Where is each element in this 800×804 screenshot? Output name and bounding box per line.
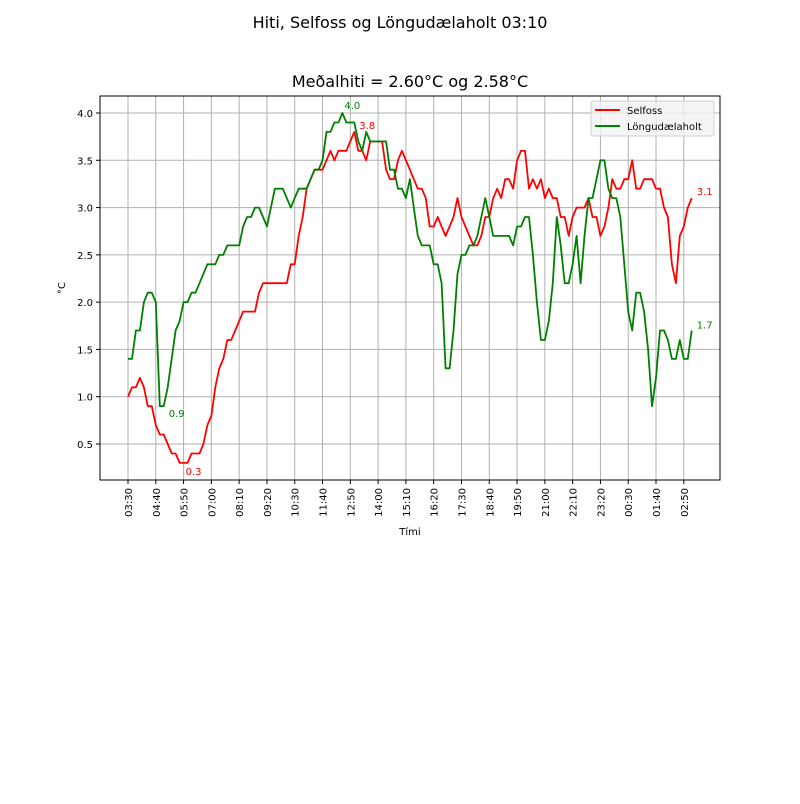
x-tick-label: 11:40 [319, 488, 330, 517]
legend: Selfoss Löngudælaholt [590, 100, 715, 137]
x-tick-label: 22:10 [569, 488, 580, 517]
series-line-löngudælaholt [128, 112, 693, 408]
y-axis-label: °C [57, 282, 68, 294]
x-tick-label: 05:50 [180, 488, 191, 517]
y-tick-label: 3.5 [77, 156, 93, 167]
data-annotations: 0.3 3.8 3.1 0.9 4.0 1.7 [169, 101, 713, 478]
x-tick-label: 10:30 [291, 488, 302, 517]
x-axis: 03:30 04:40 05:50 07:00 08:10 09:20 10:30 11:40… [124, 480, 691, 538]
legend-box [590, 100, 715, 137]
x-tick-label: 02:50 [680, 488, 691, 517]
legend-label: Löngudælaholt [627, 122, 702, 133]
figure-suptitle: Hiti, Selfoss og Löngudælaholt 03:10 [252, 13, 548, 32]
x-tick-label: 18:40 [485, 488, 496, 517]
x-tick-label: 21:00 [541, 488, 552, 517]
x-tick-label: 15:10 [402, 488, 413, 517]
y-tick-label: 2.0 [77, 298, 93, 309]
y-tick-label: 3.0 [77, 204, 93, 215]
x-tick-label: 23:20 [596, 488, 607, 517]
annotation-label: 0.3 [186, 467, 202, 478]
x-tick-label: 07:00 [207, 488, 218, 517]
x-tick-label: 03:30 [124, 488, 135, 517]
y-tick-label: 1.0 [77, 393, 93, 404]
x-tick-label: 14:00 [374, 488, 385, 517]
x-tick-label: 09:20 [263, 488, 274, 517]
x-tick-label: 16:20 [430, 488, 441, 517]
series-line-selfoss [127, 130, 693, 464]
x-tick-label: 12:50 [346, 488, 357, 517]
y-tick-label: 0.5 [77, 440, 93, 451]
x-tick-label: 17:30 [457, 488, 468, 517]
annotation-label: 1.7 [697, 321, 713, 332]
annotation-label: 0.9 [169, 409, 185, 420]
legend-label: Selfoss [627, 106, 662, 117]
x-tick-label: 04:40 [152, 488, 163, 517]
data-lines [127, 112, 693, 464]
annotation-label: 3.8 [359, 121, 375, 132]
grid-lines [100, 96, 720, 480]
x-axis-label: Tími [398, 526, 420, 538]
chart-title: Meðalhiti = 2.60°C og 2.58°C [291, 72, 529, 91]
y-tick-label: 4.0 [77, 109, 93, 120]
y-axis: 0.5 1.0 1.5 2.0 2.5 3.0 3.5 4.0 °C [57, 109, 100, 451]
plot-area-frame [99, 95, 721, 481]
y-tick-label: 2.5 [77, 251, 93, 262]
x-tick-label: 19:50 [513, 488, 524, 517]
x-tick-label: 08:10 [235, 488, 246, 517]
y-tick-label: 1.5 [77, 345, 93, 356]
x-tick-label: 00:30 [624, 488, 635, 517]
annotation-label: 3.1 [697, 187, 713, 198]
x-tick-label: 01:40 [652, 488, 663, 517]
annotation-label: 4.0 [344, 101, 360, 112]
